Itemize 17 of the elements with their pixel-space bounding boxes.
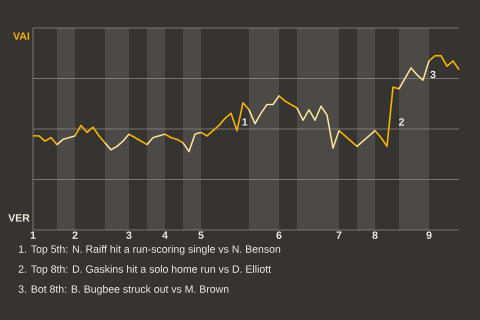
x-tick-label: 7 [336,232,342,239]
annotation: 1 [242,118,248,126]
x-tick-label: 9 [426,232,432,239]
x-tick-label: 2 [72,232,78,239]
annotation: 3 [430,70,436,78]
text: 2. Top 8th: D. Gaskins hit a solo home run vs D. Elliott [18,265,271,275]
text: VER [8,214,30,222]
x-tick-label: 3 [126,232,132,239]
x-tick-label: 5 [198,232,204,239]
annotation: 2 [398,118,404,126]
x-tick-label: 4 [162,232,168,239]
text: VAI [13,32,30,40]
text: 3. Bot 8th: B. Bugbee struck out vs M. Brown [18,285,228,295]
text: 1. Top 5th: N. Raiff hit a run-scoring single vs N. Benson [18,245,280,255]
x-tick-label: 6 [276,232,282,239]
x-tick-label: 8 [372,232,378,239]
x-tick-label: 1 [30,232,36,239]
